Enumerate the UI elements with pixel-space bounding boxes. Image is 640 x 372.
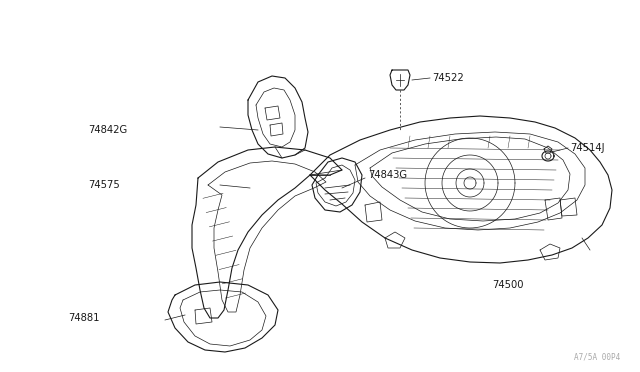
Text: A7/5A 00P4: A7/5A 00P4 [573,353,620,362]
Text: 74575: 74575 [88,180,120,190]
Text: 74522: 74522 [432,73,464,83]
Text: 74842G: 74842G [88,125,127,135]
Text: 74881: 74881 [68,313,99,323]
Text: 74500: 74500 [492,280,524,290]
Text: 74843G: 74843G [368,170,407,180]
Text: 74514J: 74514J [570,143,605,153]
